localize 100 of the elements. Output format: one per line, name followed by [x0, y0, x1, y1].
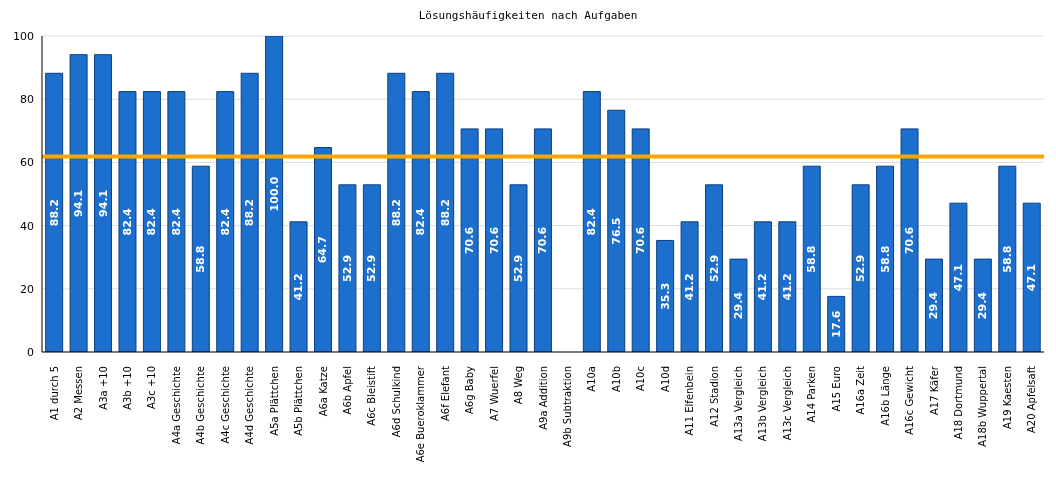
bar	[45, 72, 64, 352]
bar	[142, 91, 161, 352]
data-label: 82.4	[218, 207, 232, 236]
x-tick-label: A3a +10	[97, 366, 109, 410]
x-tick-label: A13c Vergleich	[781, 366, 793, 441]
bar	[607, 109, 626, 352]
x-tick-label: A10b	[610, 366, 622, 392]
bar	[118, 91, 137, 352]
data-label: 29.4	[976, 291, 990, 320]
x-tick-label: A11 Elfenbein	[684, 366, 696, 436]
bar	[240, 72, 259, 352]
x-tick-label: A4c Geschichte	[219, 366, 231, 444]
data-label: 76.5	[609, 217, 623, 245]
data-label: 70.6	[634, 226, 648, 255]
bar	[387, 72, 406, 352]
data-label: 82.4	[169, 207, 183, 236]
x-tick-label: A18b Wuppertal	[977, 366, 989, 447]
x-tick-label: A7 Wuerfel	[488, 366, 500, 421]
data-label: 41.2	[756, 273, 770, 301]
y-tick-label: 100	[13, 29, 34, 43]
bar	[436, 72, 455, 352]
x-tick-label: A4a Geschichte	[170, 366, 182, 445]
data-label: 70.6	[903, 226, 917, 255]
bar	[314, 147, 332, 352]
x-tick-label: A8 Weg	[513, 366, 525, 405]
data-label: 82.4	[414, 207, 428, 236]
data-label: 29.4	[731, 291, 745, 320]
x-tick-label: A16b Länge	[879, 366, 891, 426]
bar	[509, 184, 528, 352]
data-label: 47.1	[1025, 264, 1039, 292]
x-tick-label: A6d Schulkind	[390, 366, 402, 438]
bar	[485, 128, 504, 352]
y-tick-label: 80	[20, 93, 34, 107]
bar	[533, 128, 552, 352]
data-label: 82.4	[120, 207, 134, 236]
bar	[631, 128, 650, 352]
data-label: 52.9	[340, 254, 354, 282]
data-label: 41.2	[780, 273, 794, 301]
bar	[900, 128, 919, 352]
data-label: 41.2	[292, 273, 306, 301]
data-label: 52.9	[512, 254, 526, 282]
y-tick-label: 20	[20, 282, 34, 296]
bar	[265, 36, 284, 352]
bar	[729, 258, 748, 352]
x-tick-label: A6e Bueroklammer	[415, 365, 427, 463]
x-tick-label: A5b Plättchen	[293, 366, 305, 436]
x-tick-label: A13a Vergleich	[733, 366, 745, 441]
data-label: 47.1	[951, 264, 965, 292]
bar	[656, 239, 675, 352]
bar	[680, 221, 699, 352]
x-tick-label: A9a Addition	[537, 366, 549, 430]
bar	[216, 91, 235, 352]
data-label: 70.6	[463, 226, 477, 255]
x-tick-label: A10c	[635, 366, 647, 392]
x-tick-label: A13b Vergleich	[757, 366, 769, 442]
x-tick-label: A19 Kaesten	[1001, 366, 1013, 430]
x-tick-label: A18 Dortmund	[952, 366, 964, 440]
data-label: 88.2	[243, 199, 257, 227]
data-label: 58.8	[878, 245, 892, 273]
bar	[94, 54, 113, 352]
bar	[876, 165, 895, 352]
data-label: 41.2	[683, 273, 697, 301]
data-label: 29.4	[927, 291, 941, 320]
x-tick-label: A6c Bleistift	[366, 365, 378, 426]
bar	[851, 184, 870, 352]
bar	[411, 91, 430, 352]
bar	[753, 221, 772, 352]
bar	[460, 128, 479, 352]
bar	[802, 165, 821, 352]
y-tick-label: 0	[27, 345, 34, 359]
x-tick-label: A6f Elefant	[439, 365, 451, 422]
bar	[778, 221, 797, 352]
x-tick-label: A10a	[586, 366, 598, 392]
chart-title: Lösungshäufigkeiten nach Aufgaben	[417, 8, 639, 24]
x-tick-label: A4b Geschichte	[195, 366, 207, 445]
bar	[949, 202, 968, 352]
data-label: 58.8	[194, 245, 208, 273]
bar	[362, 184, 381, 352]
x-tick-label: A17 Käfer	[928, 365, 940, 416]
data-label: 94.1	[72, 189, 86, 217]
x-tick-label: A16c Gewicht	[904, 365, 916, 435]
bar	[973, 258, 992, 352]
bar	[582, 91, 601, 352]
data-label: 70.6	[536, 226, 550, 255]
data-label: 88.2	[438, 199, 452, 227]
bar	[289, 221, 308, 352]
x-tick-label: A6g Baby	[464, 365, 476, 414]
x-tick-label: A4d Geschichte	[244, 366, 256, 445]
data-label: 58.8	[1000, 245, 1014, 273]
bar	[1022, 202, 1041, 352]
x-tick-label: A6b Apfel	[341, 366, 353, 415]
x-tick-label: A16a Zeit	[855, 365, 867, 415]
data-label: 82.4	[145, 207, 159, 236]
x-tick-label: A9b Subtraktion	[561, 366, 573, 447]
bar	[338, 184, 357, 352]
x-tick-label: A2 Messen	[73, 366, 85, 421]
data-label: 82.4	[585, 207, 599, 236]
x-tick-label: A15 Euro	[830, 366, 842, 412]
x-tick-label: A3b +10	[122, 366, 134, 410]
data-label: 17.6	[829, 310, 843, 338]
